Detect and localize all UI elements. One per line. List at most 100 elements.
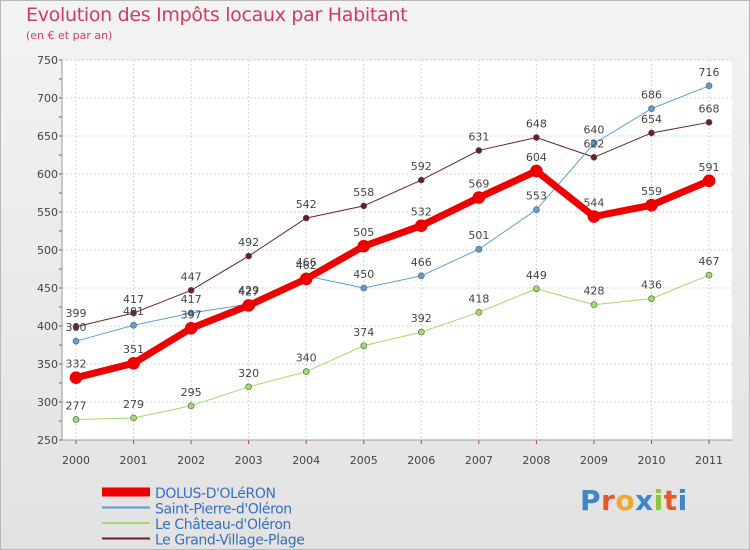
data-label: 558 — [353, 186, 374, 199]
data-label: 631 — [468, 130, 489, 143]
data-label: 449 — [526, 269, 547, 282]
y-tick-label: 250 — [37, 434, 58, 447]
data-label: 427 — [238, 285, 259, 298]
data-label: 569 — [468, 178, 489, 191]
data-label: 392 — [411, 312, 432, 325]
data-point — [702, 174, 716, 188]
x-tick-label: 2002 — [177, 454, 205, 467]
data-label: 401 — [123, 305, 144, 318]
x-tick-label: 2011 — [695, 454, 723, 467]
data-point — [72, 416, 80, 423]
data-point — [414, 219, 428, 232]
legend-label: DOLUS-D'OLéRON — [155, 486, 276, 502]
data-label: 466 — [296, 256, 317, 269]
data-point — [533, 206, 540, 214]
x-tick-label: 2003 — [235, 454, 263, 467]
data-label: 648 — [526, 118, 547, 131]
data-point — [357, 239, 371, 253]
data-label: 553 — [526, 190, 547, 203]
x-tick-label: 2008 — [522, 454, 550, 467]
data-point — [130, 309, 137, 317]
data-point — [590, 140, 598, 147]
data-point — [184, 321, 198, 335]
data-label: 640 — [583, 124, 604, 137]
data-label: 462 — [296, 259, 317, 272]
data-point — [360, 202, 368, 210]
data-point — [72, 337, 80, 345]
data-point — [472, 191, 486, 204]
data-label: 295 — [181, 386, 202, 399]
data-point — [127, 356, 140, 370]
data-label: 436 — [641, 279, 662, 292]
data-label: 668 — [699, 102, 720, 115]
data-point — [587, 210, 601, 223]
data-label: 532 — [411, 206, 432, 219]
data-point — [187, 286, 195, 294]
series-line — [72, 167, 713, 382]
legend-label: Saint-Pierre-d'Oléron — [155, 502, 292, 518]
data-label: 447 — [181, 270, 202, 283]
data-label: 417 — [123, 293, 144, 306]
data-label: 418 — [468, 292, 489, 305]
data-point — [705, 82, 713, 90]
data-label: 492 — [238, 236, 259, 249]
data-point — [645, 198, 658, 212]
data-label: 399 — [66, 307, 87, 320]
data-point — [590, 301, 598, 309]
legend-label: Le Château-d'Oléron — [155, 517, 291, 533]
data-point — [130, 321, 137, 329]
proxiti-logo: Proxiti — [580, 484, 688, 517]
x-tick-label: 2006 — [407, 454, 435, 467]
data-label: 428 — [583, 285, 604, 298]
y-tick-label: 500 — [37, 244, 58, 257]
data-label: 279 — [123, 398, 144, 411]
y-tick-label: 600 — [37, 168, 58, 181]
y-tick-label: 550 — [37, 206, 58, 219]
data-point — [245, 252, 252, 260]
data-label: 429 — [238, 284, 259, 297]
data-point — [69, 371, 83, 384]
data-label: 501 — [468, 229, 489, 242]
data-point — [475, 147, 483, 154]
chart-title: Evolution des Impôts locaux par Habitant — [26, 4, 408, 26]
data-point — [360, 342, 368, 350]
data-label: 374 — [353, 326, 374, 339]
x-tick-label: 2001 — [120, 454, 148, 467]
data-label: 505 — [353, 226, 374, 239]
series-line — [75, 274, 710, 420]
data-label: 654 — [641, 113, 662, 126]
y-tick-label: 350 — [37, 358, 58, 371]
data-point — [360, 284, 368, 292]
data-label: 277 — [66, 399, 87, 412]
y-tick-label: 400 — [37, 320, 58, 333]
y-tick-label: 700 — [37, 92, 58, 105]
data-point — [245, 383, 252, 391]
data-point — [533, 134, 540, 141]
y-tick-label: 450 — [37, 282, 58, 295]
data-label: 380 — [66, 321, 87, 334]
data-point — [417, 176, 425, 184]
x-tick-label: 2010 — [638, 454, 666, 467]
data-label: 716 — [699, 66, 720, 79]
data-point — [590, 153, 598, 161]
series-line — [75, 121, 710, 328]
y-tick-label: 650 — [37, 130, 58, 143]
y-tick-label: 300 — [37, 396, 58, 409]
x-tick-label: 2005 — [350, 454, 378, 467]
data-point — [705, 271, 713, 279]
data-label: 622 — [583, 137, 604, 150]
data-point — [648, 129, 655, 137]
data-point — [72, 323, 80, 331]
plot-area — [62, 60, 732, 440]
data-point — [648, 295, 655, 302]
data-point — [530, 164, 543, 178]
data-point — [533, 285, 540, 293]
data-label: 592 — [411, 160, 432, 173]
data-point — [299, 272, 313, 286]
x-tick-label: 2000 — [62, 454, 90, 467]
data-point — [130, 414, 137, 422]
data-label: 320 — [238, 367, 259, 380]
data-label: 544 — [583, 197, 604, 210]
data-point — [302, 368, 310, 375]
data-point — [302, 214, 310, 222]
